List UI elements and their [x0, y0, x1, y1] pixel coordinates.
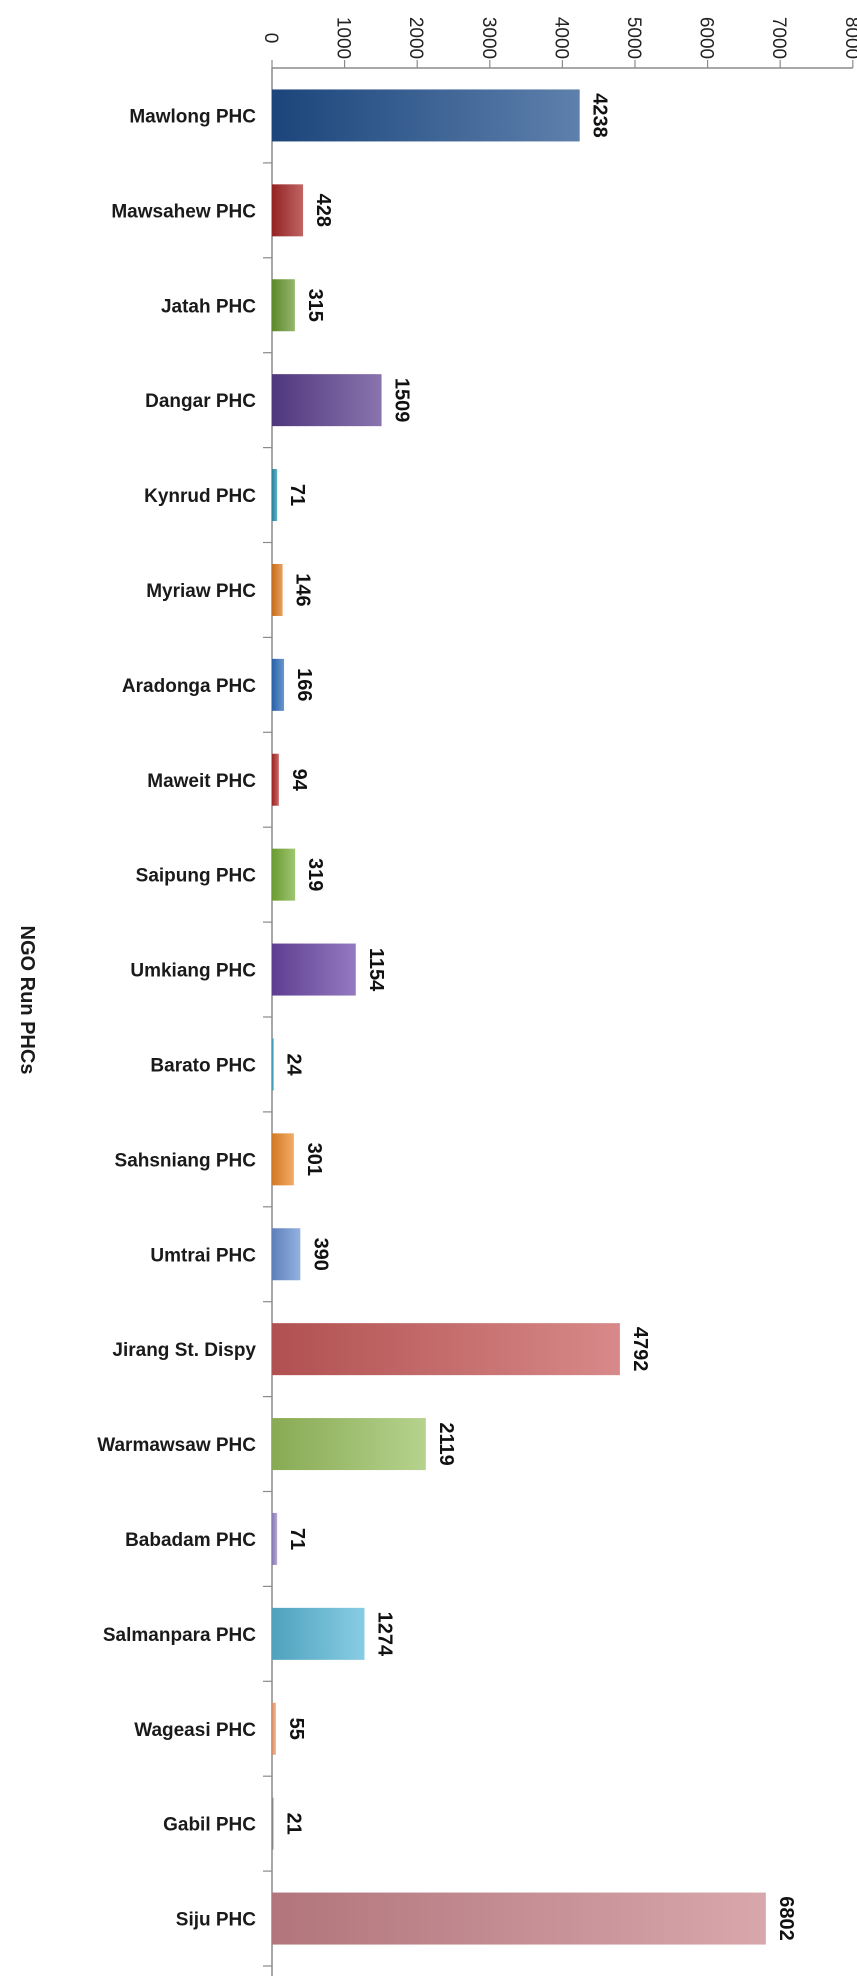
bar — [272, 1892, 766, 1945]
value-tick-label: 6000 — [696, 17, 717, 59]
category-label: Salmanpara PHC — [103, 1625, 256, 1646]
category-label: Kynrud PHC — [144, 486, 256, 507]
category-label: Jirang St. Dispy — [112, 1340, 256, 1361]
category-label: Saipung PHC — [136, 866, 257, 887]
y-axis-title: NGO Run PHCs — [16, 926, 38, 1075]
value-label: 1274 — [373, 1612, 395, 1657]
category-label: Jatah PHC — [161, 296, 256, 317]
category-label: Umtrai PHC — [150, 1245, 256, 1266]
bar — [272, 753, 279, 806]
category-label: Warmawsaw PHC — [97, 1435, 256, 1456]
value-label: 315 — [304, 289, 326, 322]
value-label: 24 — [283, 1053, 305, 1076]
category-label: Babadam PHC — [125, 1530, 256, 1551]
category-label: Mawlong PHC — [129, 106, 256, 127]
bar — [272, 374, 382, 427]
category-label: Myriaw PHC — [146, 581, 256, 602]
category-label: Mawsahew PHC — [111, 201, 256, 222]
value-label: 428 — [312, 194, 334, 227]
value-label: 166 — [293, 668, 315, 701]
category-label: Siju PHC — [176, 1910, 257, 1931]
bar — [272, 848, 296, 901]
bar — [272, 1228, 301, 1281]
value-tick-label: 4000 — [550, 17, 571, 59]
labels: Mawlong PHC 4238 Mawsahew PHC 428 Jatah PHC 3… — [97, 93, 797, 1941]
bar — [272, 1133, 294, 1186]
value-label: 71 — [286, 484, 308, 506]
category-label: Sahsniang PHC — [115, 1150, 257, 1171]
category-label: Wageasi PHC — [134, 1720, 256, 1741]
value-label: 301 — [303, 1143, 325, 1176]
bar — [272, 1607, 365, 1660]
bar — [272, 1038, 274, 1091]
value-label: 319 — [304, 858, 326, 891]
value-label: 71 — [286, 1528, 308, 1550]
category-label: Aradonga PHC — [122, 676, 256, 697]
value-tick-label: 2000 — [405, 17, 426, 59]
bar — [272, 1323, 620, 1376]
value-label: 55 — [285, 1718, 307, 1740]
bar — [272, 279, 295, 332]
value-label: 21 — [283, 1813, 305, 1835]
value-label: 146 — [292, 573, 314, 606]
value-tick-label: 3000 — [478, 17, 499, 59]
value-label: 390 — [309, 1238, 331, 1271]
bars — [272, 89, 766, 1945]
value-label: 4238 — [589, 93, 611, 138]
value-label: 2119 — [435, 1422, 457, 1465]
category-label: Gabil PHC — [163, 1815, 256, 1836]
value-label: 6802 — [775, 1896, 797, 1941]
value-label: 1154 — [365, 948, 387, 992]
bar — [272, 89, 580, 142]
value-label: 4792 — [629, 1327, 651, 1372]
bar — [272, 1512, 278, 1565]
bar — [272, 658, 285, 711]
category-label: Umkiang PHC — [130, 961, 256, 982]
bar — [272, 943, 356, 996]
value-label: 1509 — [391, 378, 413, 423]
axes: 0 1000 2000 3000 4000 5000 6000 7000 8000 — [260, 17, 857, 1976]
value-tick-label: 8000 — [841, 17, 857, 59]
category-label: Maweit PHC — [147, 771, 256, 792]
bar — [272, 1418, 426, 1471]
value-tick-label: 1000 — [333, 17, 354, 59]
value-label: 94 — [288, 769, 310, 792]
bar — [272, 469, 278, 522]
category-label: Barato PHC — [150, 1055, 256, 1076]
bar — [272, 1702, 276, 1755]
bar — [272, 184, 304, 237]
value-tick-label: 7000 — [768, 17, 789, 59]
value-tick-label: 5000 — [623, 17, 644, 59]
bar — [272, 563, 283, 616]
bar — [272, 1797, 274, 1850]
category-label: Dangar PHC — [145, 391, 256, 412]
value-tick-label: 0 — [260, 33, 281, 44]
